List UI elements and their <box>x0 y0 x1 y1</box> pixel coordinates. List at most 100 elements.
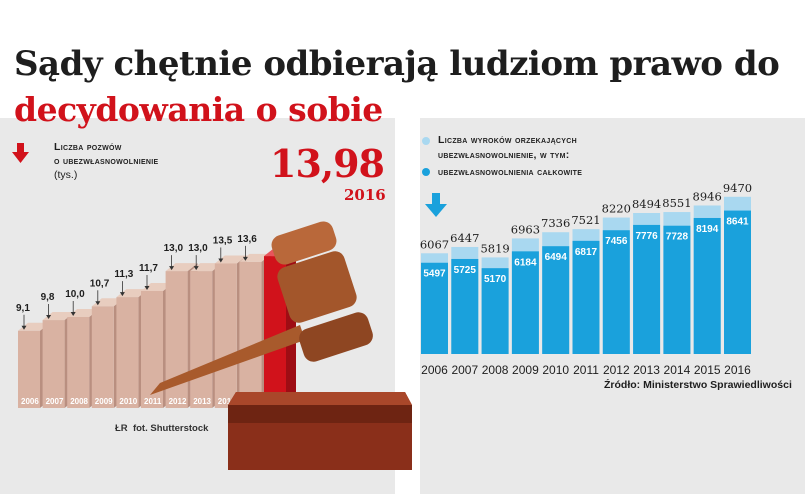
left-bar-value-label: 11,7 <box>139 263 158 274</box>
legend-dot-total <box>422 137 430 145</box>
right-bar-year-label: 2010 <box>542 363 569 377</box>
right-bar-year-label: 2014 <box>664 363 691 377</box>
right-bar-full <box>663 225 691 354</box>
right-legend-full: ubezwłasnowolnienia całkowite <box>438 166 583 178</box>
left-bar-year-label: 2013 <box>193 397 211 406</box>
right-bar-full-label: 7776 <box>635 231 658 242</box>
left-bar-year-label: 2006 <box>21 397 39 406</box>
right-bar-year-label: 2008 <box>482 363 509 377</box>
right-bar-full <box>481 268 509 354</box>
left-bar-pointer-head <box>119 292 125 297</box>
left-bar-value-label: 9,8 <box>41 292 55 303</box>
right-bar-year-label: 2009 <box>512 363 539 377</box>
right-bar-full-label: 8194 <box>696 224 719 235</box>
left-legend-unit: (tys.) <box>54 169 78 181</box>
highlight-value: 13,98 <box>270 141 385 186</box>
right-bar-full-label: 5725 <box>454 265 477 276</box>
right-bar-total-label: 8946 <box>693 189 722 203</box>
left-bar <box>91 306 114 408</box>
left-bar-year-label: 2008 <box>70 397 88 406</box>
highlight-year: 2016 <box>344 186 386 204</box>
left-bar-top <box>67 309 100 317</box>
right-bar-full-label: 5170 <box>484 274 507 285</box>
left-bar-pointer-head <box>95 301 101 306</box>
right-legend-total-line2: ubezwłasnowolnienie, w tym: <box>438 149 570 161</box>
down-arrow-icon <box>12 143 29 163</box>
left-bar <box>190 271 213 408</box>
left-bar <box>165 271 188 408</box>
left-bar-top <box>214 255 247 264</box>
left-bar-top <box>91 298 124 307</box>
right-bar-total-label: 8551 <box>662 196 691 210</box>
left-bar-top <box>141 282 173 291</box>
photo-credit-mark: ŁR <box>115 423 128 434</box>
right-bar-year-label: 2011 <box>573 363 599 377</box>
right-bar-total-label: 7336 <box>541 216 570 230</box>
right-bar-year-label: 2012 <box>603 363 630 377</box>
right-bar-total-label: 8494 <box>632 197 661 211</box>
left-bar-top <box>116 289 149 298</box>
right-bar-year-label: 2006 <box>421 363 448 377</box>
left-bar-pointer-head <box>70 312 76 316</box>
left-bar <box>239 261 262 408</box>
right-bar-full-label: 6184 <box>514 257 537 268</box>
left-bar-value-label: 13,0 <box>188 243 208 254</box>
left-bar-value-label: 11,3 <box>114 269 133 280</box>
left-bar <box>264 256 286 408</box>
left-bar-value-label: 9,1 <box>16 303 30 314</box>
right-bar-full <box>421 262 448 354</box>
right-bar-full-label: 7728 <box>666 232 689 243</box>
left-bar-pointer-head <box>21 325 27 330</box>
right-bar-total-label: 9470 <box>723 181 752 195</box>
left-bar-value-label: 13,6 <box>237 234 257 245</box>
source-note: Źródło: Ministerstwo Sprawiedliwości <box>604 379 792 391</box>
right-bar-year-label: 2016 <box>724 363 751 377</box>
right-bar-full-label: 7456 <box>605 236 628 247</box>
right-bar-full-label: 6494 <box>545 252 568 263</box>
right-bar-full-label: 8641 <box>726 217 749 228</box>
left-bar-value-label: 13,5 <box>213 235 233 246</box>
right-bar-year-label: 2007 <box>451 363 478 377</box>
left-bar <box>18 330 40 408</box>
left-bar-top <box>18 322 50 331</box>
left-bar-top <box>239 253 272 262</box>
left-bar <box>214 263 237 408</box>
left-bar-pointer-head <box>169 266 175 271</box>
right-bar-full <box>451 258 479 354</box>
left-bar-pointer-head <box>218 258 224 263</box>
right-bar-full <box>572 240 600 354</box>
left-bar <box>42 320 65 408</box>
right-bar-total-label: 5819 <box>480 241 509 255</box>
right-bar-full <box>724 210 751 354</box>
right-bar-year-label: 2013 <box>633 363 660 377</box>
left-bar-pointer-head <box>193 266 199 271</box>
right-legend-total-line1: Liczba wyroków orzekających <box>438 134 577 146</box>
right-bar-year-label: 2015 <box>694 363 721 377</box>
right-bar-full <box>602 230 630 354</box>
right-bar-full <box>542 246 570 354</box>
left-bar-top <box>190 263 223 272</box>
left-bar-year-label: 2010 <box>119 397 137 406</box>
left-bar-pointer-head <box>46 315 52 320</box>
gavel-illustration <box>150 221 412 470</box>
left-bar-year-label: 2012 <box>169 397 187 406</box>
right-bar-total-label: 6963 <box>511 222 540 236</box>
left-bar-pointer-head <box>242 256 248 261</box>
left-bar-value-label: 10,7 <box>90 278 110 289</box>
page-title-line2: decydowania o sobie <box>14 90 383 129</box>
left-bar <box>116 297 139 408</box>
left-bar-top <box>165 263 198 272</box>
left-bar-year-label: 2011 <box>144 397 162 406</box>
left-bar-year-label: 2009 <box>95 397 113 406</box>
left-bar-pointer-head <box>144 285 150 290</box>
down-arrow-icon-blue <box>425 193 447 217</box>
right-bar-full <box>633 224 661 354</box>
right-bar-total-label: 6447 <box>450 231 479 245</box>
left-bar <box>67 317 90 408</box>
left-bar-top <box>42 312 75 321</box>
right-bar-full-label: 5497 <box>423 269 446 280</box>
left-bar-value-label: 10,0 <box>65 289 85 300</box>
left-bar-year-label: 2014 <box>218 397 236 406</box>
left-bar-year-label: 2007 <box>46 397 64 406</box>
left-bar <box>141 290 163 408</box>
